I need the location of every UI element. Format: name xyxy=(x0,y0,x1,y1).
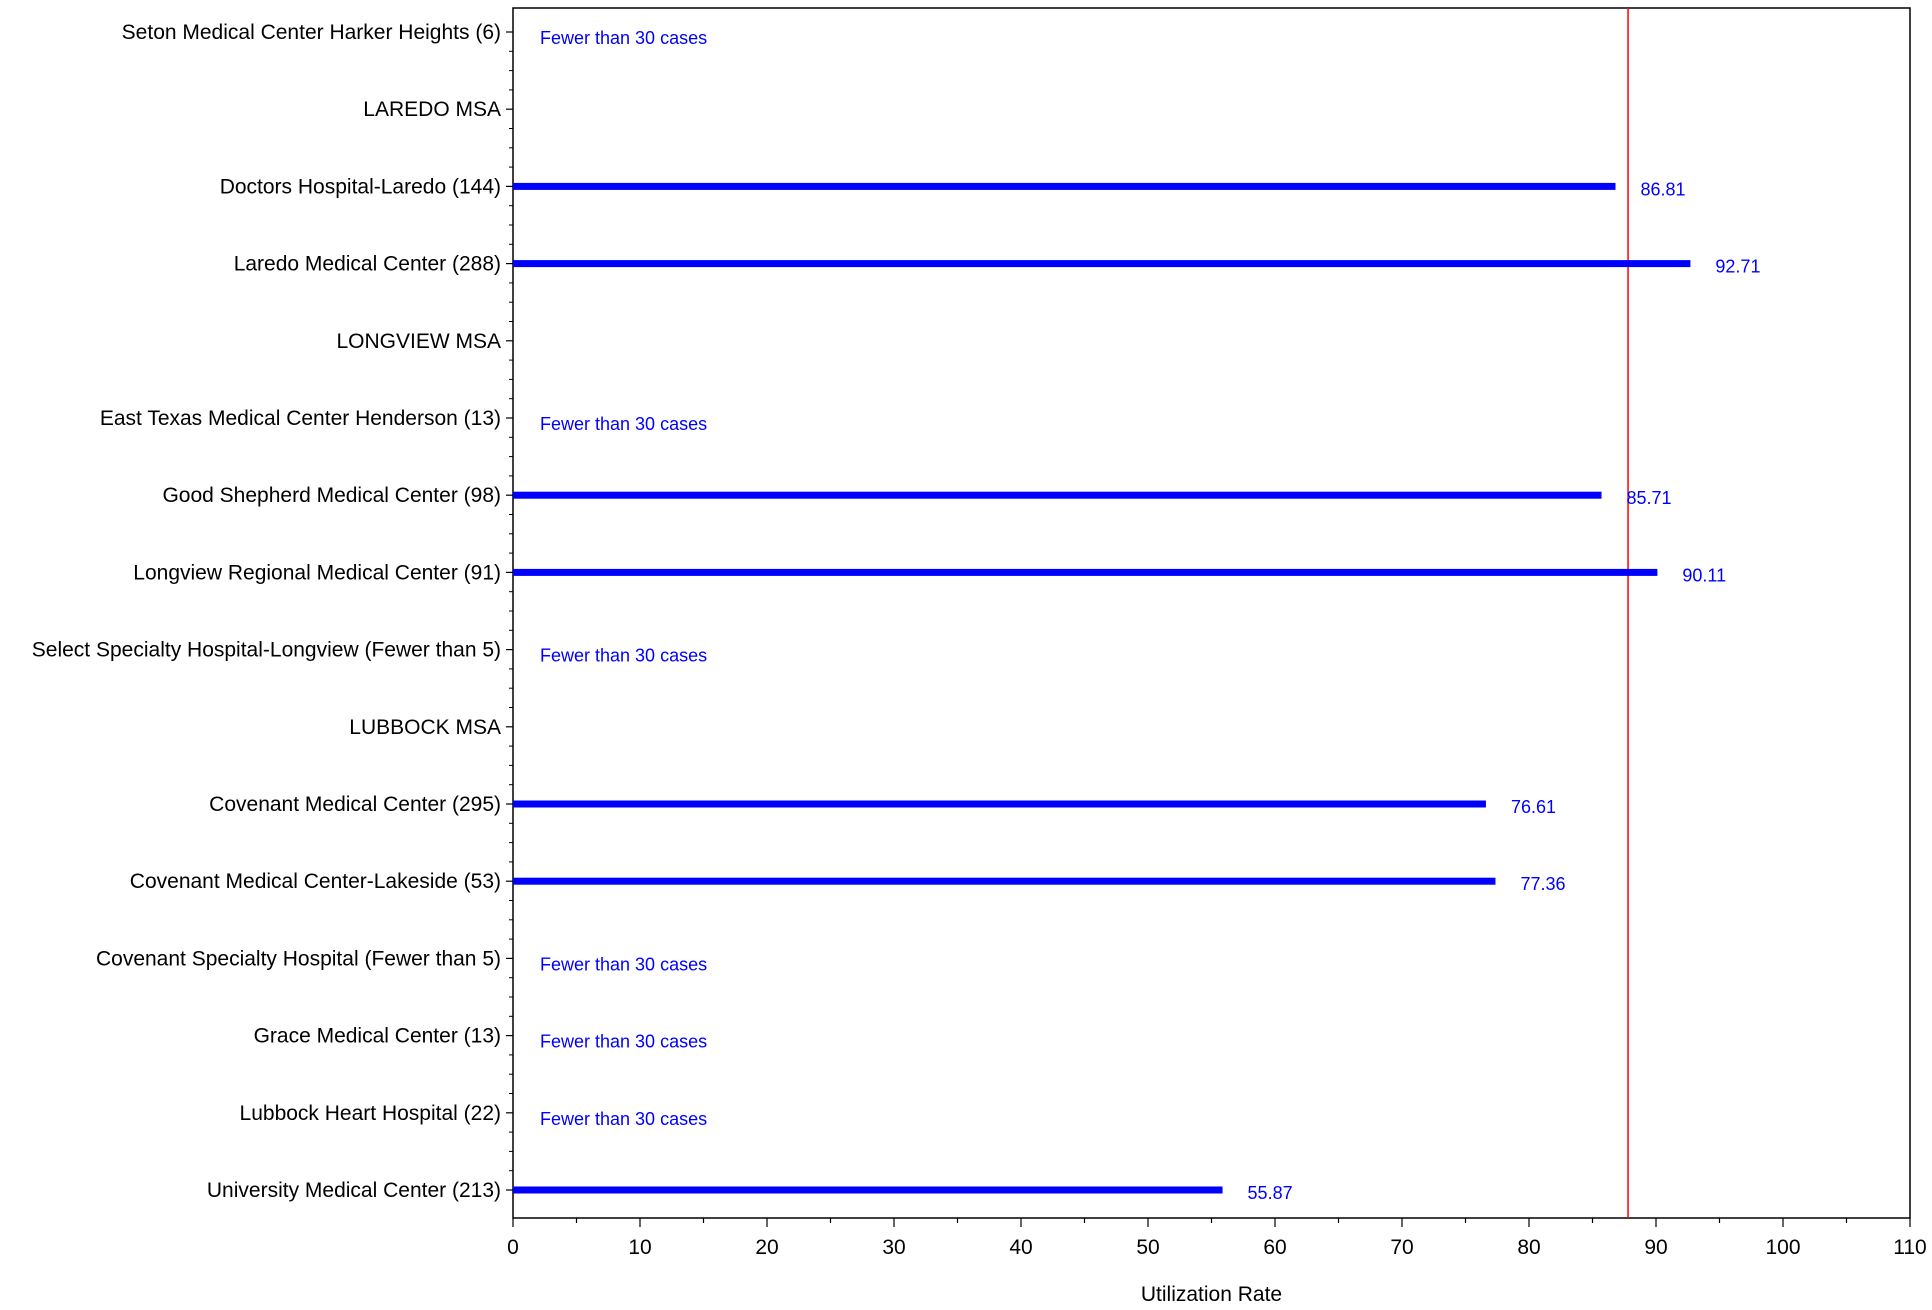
bars-group xyxy=(513,182,1691,1194)
y-axis: Seton Medical Center Harker Heights (6) L… xyxy=(32,21,513,1202)
category-label: University Medical Center (213) xyxy=(207,1179,501,1202)
x-tick-label: 90 xyxy=(1644,1236,1667,1259)
category-label: Covenant Medical Center-Lakeside (53) xyxy=(130,870,501,893)
bar xyxy=(513,1186,1223,1194)
x-tick-label: 0 xyxy=(507,1236,519,1259)
x-tick-label: 80 xyxy=(1517,1236,1540,1259)
data-label: 76.61 xyxy=(1511,797,1556,817)
data-label: 90.11 xyxy=(1682,565,1726,585)
category-label: Lubbock Heart Hospital (22) xyxy=(240,1102,501,1125)
x-tick-label: 70 xyxy=(1390,1236,1413,1259)
category-label: LUBBOCK MSA xyxy=(349,716,501,739)
data-label: 85.71 xyxy=(1627,488,1672,508)
category-label: Covenant Specialty Hospital (Fewer than … xyxy=(96,947,501,970)
x-tick-label: 50 xyxy=(1136,1236,1159,1259)
bar xyxy=(513,182,1616,190)
category-label: Seton Medical Center Harker Heights (6) xyxy=(122,21,501,44)
x-tick-label: 100 xyxy=(1765,1236,1800,1259)
data-labels-group: Fewer than 30 cases 86.81 92.71 Fewer than … xyxy=(540,28,1760,1203)
category-label: Longview Regional Medical Center (91) xyxy=(133,561,501,584)
category-label: Laredo Medical Center (288) xyxy=(234,253,501,276)
x-tick-label: 40 xyxy=(1009,1236,1032,1259)
bar xyxy=(513,800,1486,808)
data-label: 92.71 xyxy=(1715,257,1760,277)
bar xyxy=(513,260,1691,268)
category-label: Select Specialty Hospital-Longview (Fewe… xyxy=(32,639,501,662)
x-tick-label: 60 xyxy=(1263,1236,1286,1259)
bar xyxy=(513,491,1602,499)
category-label: LAREDO MSA xyxy=(363,98,501,121)
x-tick-label: 110 xyxy=(1893,1236,1926,1259)
data-label: 55.87 xyxy=(1248,1183,1293,1203)
data-label: Fewer than 30 cases xyxy=(540,1032,707,1052)
data-label: Fewer than 30 cases xyxy=(540,954,707,974)
x-axis-title: Utilization Rate xyxy=(1141,1283,1282,1305)
bar xyxy=(513,877,1496,885)
data-label: Fewer than 30 cases xyxy=(540,414,707,434)
category-label: Good Shepherd Medical Center (98) xyxy=(162,484,501,507)
category-label: Grace Medical Center (13) xyxy=(254,1025,501,1048)
category-label: East Texas Medical Center Henderson (13) xyxy=(100,407,501,430)
bar xyxy=(513,568,1658,576)
category-label: LONGVIEW MSA xyxy=(336,330,501,353)
category-label: Doctors Hospital-Laredo (144) xyxy=(220,175,501,198)
x-tick-label: 10 xyxy=(628,1236,651,1259)
data-label: Fewer than 30 cases xyxy=(540,1109,707,1129)
data-label: 86.81 xyxy=(1640,179,1685,199)
category-label: Covenant Medical Center (295) xyxy=(209,793,501,816)
data-label: 77.36 xyxy=(1520,874,1565,894)
x-tick-label: 30 xyxy=(882,1236,905,1259)
x-axis: 0 10 20 30 40 50 60 70 80 90 100 110 xyxy=(507,1218,1927,1259)
data-label: Fewer than 30 cases xyxy=(540,28,707,48)
data-label: Fewer than 30 cases xyxy=(540,646,707,666)
x-tick-label: 20 xyxy=(755,1236,778,1259)
